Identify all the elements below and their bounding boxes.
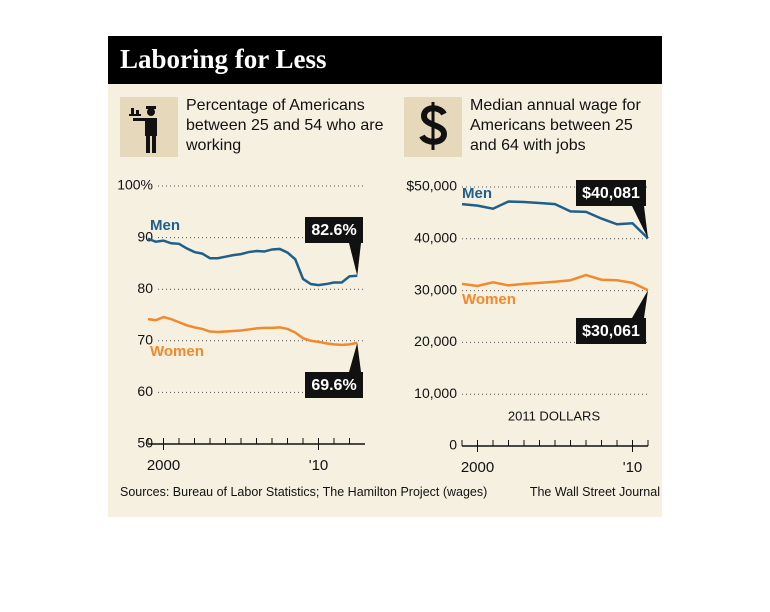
value-label: 69.6% <box>311 377 356 394</box>
value-label: 82.6% <box>311 222 356 239</box>
y-tick-label: 70 <box>137 332 153 348</box>
callout-pointer <box>632 290 648 318</box>
series-label: Women <box>462 291 516 308</box>
line <box>147 237 358 287</box>
dollar-icon <box>419 102 448 150</box>
value-label: $30,061 <box>582 323 640 340</box>
callout-box <box>576 318 646 344</box>
y-tick-label: 50 <box>137 435 153 451</box>
y-tick-label: 20,000 <box>414 333 457 349</box>
x-tick-label: 2000 <box>461 459 494 476</box>
y-tick-label: 30,000 <box>414 281 457 297</box>
callout-box <box>305 372 363 398</box>
series-label: Men <box>462 185 492 202</box>
annotation: 2011 DOLLARS <box>508 408 601 423</box>
line <box>461 200 649 240</box>
card <box>108 36 662 517</box>
callout-box <box>576 180 646 206</box>
waiter-icon <box>129 106 157 153</box>
value-label: $40,081 <box>582 185 640 202</box>
y-tick-label: $50,000 <box>406 178 457 194</box>
title: Laboring for Less <box>120 44 327 74</box>
panel-title: Percentage of Americans between 25 and 5… <box>186 97 384 154</box>
series-label: Women <box>150 343 204 360</box>
title-bar <box>108 36 662 84</box>
x-tick-label: 2000 <box>147 457 180 474</box>
y-tick-label: 60 <box>137 383 153 399</box>
y-tick-label: 80 <box>137 280 153 296</box>
callout-pointer <box>349 243 361 276</box>
x-tick-label: '10 <box>309 457 329 474</box>
x-tick-label: '10 <box>623 459 643 476</box>
callout-pointer <box>632 206 648 239</box>
source: Sources: Bureau of Labor Statistics; The… <box>120 485 488 499</box>
y-tick-label: 100% <box>117 177 153 193</box>
line <box>147 315 358 347</box>
callout-pointer <box>349 342 361 372</box>
y-tick-label: 10,000 <box>414 385 457 401</box>
y-tick-label: 40,000 <box>414 230 457 246</box>
y-tick-label: 0 <box>449 437 457 453</box>
line <box>461 273 649 292</box>
panel-title: Median annual wage for Americans between… <box>470 97 641 154</box>
series-label: Men <box>150 217 180 234</box>
credit: The Wall Street Journal <box>529 485 660 499</box>
callout-box <box>305 217 363 243</box>
